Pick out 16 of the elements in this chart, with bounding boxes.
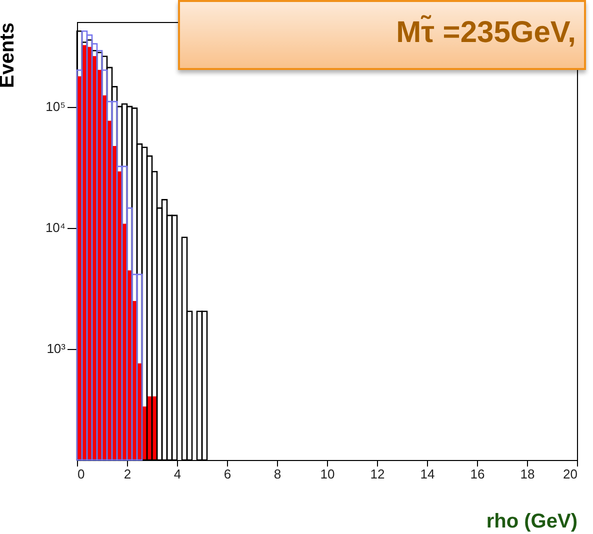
x-tick-label: 2 bbox=[124, 466, 132, 482]
y-axis-title: Events bbox=[0, 22, 18, 88]
x-tick-label: 4 bbox=[174, 466, 182, 482]
y-tick-label: 10⁵ bbox=[46, 99, 66, 114]
x-tick-label: 20 bbox=[563, 466, 578, 482]
x-tick-label: 0 bbox=[78, 466, 85, 482]
x-tick-label: 16 bbox=[470, 466, 485, 482]
x-tick-label: 18 bbox=[520, 466, 535, 482]
y-tick-label: 10⁴ bbox=[45, 220, 66, 236]
y-tick-label: 10³ bbox=[46, 341, 66, 356]
x-tick-label: 6 bbox=[224, 466, 232, 482]
x-tick-label: 12 bbox=[370, 466, 385, 482]
x-axis-title: rho (GeV) bbox=[486, 510, 578, 532]
x-tick-label: 8 bbox=[274, 466, 282, 482]
x-tick-label: 10 bbox=[320, 466, 335, 482]
x-tick-label: 14 bbox=[420, 466, 435, 482]
